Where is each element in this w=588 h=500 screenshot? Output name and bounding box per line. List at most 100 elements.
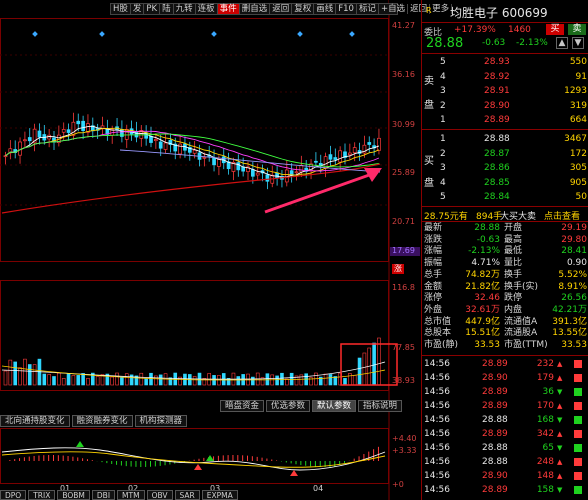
bottom-tab-1[interactable]: TRIX	[28, 490, 56, 500]
volume-bar	[323, 373, 328, 386]
toolbar-item-7[interactable]: 删自选	[240, 4, 271, 14]
bids-row[interactable]: 2 28.87 172	[422, 148, 588, 160]
buy-button[interactable]: 买	[546, 24, 564, 35]
tick-time: 14:56	[424, 359, 450, 369]
volume-bar	[120, 377, 124, 386]
candle-body	[8, 148, 13, 154]
arrow-down-icon[interactable]: ▼	[572, 37, 584, 49]
volume-bar	[265, 373, 270, 386]
param-tab-2[interactable]: 默认参数	[312, 400, 357, 412]
stat-label: 涨幅	[424, 246, 443, 257]
candle-body	[37, 130, 42, 138]
dif-line	[1, 447, 386, 471]
volume-axis-label: 77.85	[392, 343, 415, 352]
arrow-up-icon: ▲	[557, 374, 563, 382]
asks-row[interactable]: 4 28.92 91	[422, 71, 588, 83]
tick-price: 28.89	[482, 401, 508, 411]
stat-label: 金额	[424, 281, 443, 292]
bottom-tab-4[interactable]: MTM	[117, 490, 145, 500]
stat-value: 42.21万	[552, 304, 587, 315]
indicator-tab-0[interactable]: 北向通持股变化	[0, 415, 70, 427]
event-marker-icon[interactable]	[297, 31, 303, 37]
tick-bar	[574, 402, 582, 410]
toolbar-item-5[interactable]: 连板	[196, 4, 218, 14]
bids-volume: 172	[569, 148, 587, 159]
toolbar-item-14[interactable]: 返回	[408, 4, 431, 14]
tick-volume: 248	[536, 457, 554, 467]
event-marker-icon[interactable]	[211, 31, 217, 37]
event-marker-icon[interactable]	[99, 31, 105, 37]
bottom-tab-2[interactable]: BOBM	[57, 490, 90, 500]
bottom-tab-5[interactable]: OBV	[146, 490, 173, 500]
tick-row: 14:56 28.89 158 ▼	[422, 484, 588, 496]
tick-volume: 36	[542, 387, 554, 397]
bottom-tab-6[interactable]: SAR	[174, 490, 200, 500]
volume-axis-label: 116.8	[392, 283, 415, 292]
asks-volume: 1293	[564, 86, 587, 96]
toolbar-item-2[interactable]: PK	[144, 4, 161, 14]
volume-bar	[343, 378, 347, 386]
stat-value: 21.82亿	[465, 281, 500, 292]
weibi-value: +17.39%	[454, 25, 496, 35]
toolbar-item-3[interactable]: 陆	[160, 4, 174, 14]
candle-body	[314, 160, 318, 163]
tick-bar	[574, 374, 582, 382]
volume-bar	[57, 372, 61, 386]
bottom-tab-3[interactable]: DBI	[91, 490, 116, 500]
toolbar-item-9[interactable]: 复权	[292, 4, 315, 14]
tick-bar	[574, 486, 582, 494]
bottom-tab-7[interactable]: EXPMA	[201, 490, 238, 500]
toolbar-item-15[interactable]: 更多	[430, 4, 453, 14]
toolbar-item-6[interactable]: 事件	[217, 4, 240, 14]
stat-label: 最高	[504, 234, 523, 245]
indicator-tab-1[interactable]: 融资融券变化	[71, 415, 133, 427]
volume-bar	[129, 374, 134, 386]
asks-price: 28.89	[484, 115, 510, 125]
asks-level: 2	[440, 100, 446, 111]
volume-bar	[284, 378, 289, 386]
arrow-up-icon[interactable]: ▲	[556, 37, 568, 49]
tick-time: 14:56	[424, 457, 450, 467]
volume-bar	[3, 370, 8, 386]
sell-button[interactable]: 卖	[568, 24, 586, 35]
toolbar-item-1[interactable]: 发	[131, 4, 145, 14]
tick-volume: 148	[536, 471, 554, 481]
bids-row[interactable]: 5 28.84 50	[422, 191, 588, 203]
toolbar-item-13[interactable]: +自选	[379, 4, 409, 14]
stat-value: 0.90	[566, 258, 587, 269]
volume-bar	[202, 378, 207, 386]
asks-row[interactable]: 5 28.93 550	[422, 56, 588, 68]
candle-body	[265, 174, 270, 182]
toolbar-item-10[interactable]: 画线	[314, 4, 337, 14]
asks-row[interactable]: 2 28.90 319	[422, 100, 588, 112]
toolbar-item-12[interactable]: 标记	[357, 4, 379, 14]
asks-price: 28.90	[484, 100, 510, 111]
candle-body	[294, 171, 299, 174]
bids-level: 4	[440, 177, 446, 188]
toolbar-item-0[interactable]: H股	[111, 4, 131, 14]
stock-title: 均胜电子 600699	[450, 6, 548, 20]
kline-chart[interactable]: 41.27 36.16 30.99 25.89 20.71 17.69 116.8 77.85…	[0, 0, 420, 500]
asks-row[interactable]: 3 28.91 1293	[422, 85, 588, 97]
bottom-tab-0[interactable]: DPO	[0, 490, 27, 500]
toolbar-item-8[interactable]: 返回	[270, 4, 293, 14]
event-marker-icon[interactable]	[32, 31, 38, 37]
toolbar-item-11[interactable]: F10	[336, 4, 357, 14]
stat-label: 最低	[504, 246, 523, 257]
param-tab-1[interactable]: 优选参数	[266, 400, 311, 412]
event-marker-icon[interactable]	[349, 31, 355, 37]
arrow-down-icon: ▼	[557, 388, 563, 396]
param-tab-3[interactable]: 指标说明	[358, 400, 403, 412]
bids-row[interactable]: 3 28.86 305	[422, 162, 588, 174]
asks-row[interactable]: 1 28.89 664	[422, 114, 588, 126]
big-order-link[interactable]: 点击查看	[544, 212, 581, 222]
candle-body	[32, 128, 37, 144]
param-tab-0[interactable]: 暗盘资金	[220, 400, 265, 412]
indicator-tab-2[interactable]: 机构探测器	[134, 415, 188, 427]
toolbar-item-4[interactable]: 九转	[174, 4, 196, 14]
bids-row[interactable]: 4 28.85 905	[422, 177, 588, 189]
volume-bar	[377, 337, 381, 386]
time-axis-label: 03	[210, 484, 220, 493]
bids-row[interactable]: 1 28.88 3467	[422, 133, 588, 145]
candle-body	[231, 162, 236, 172]
